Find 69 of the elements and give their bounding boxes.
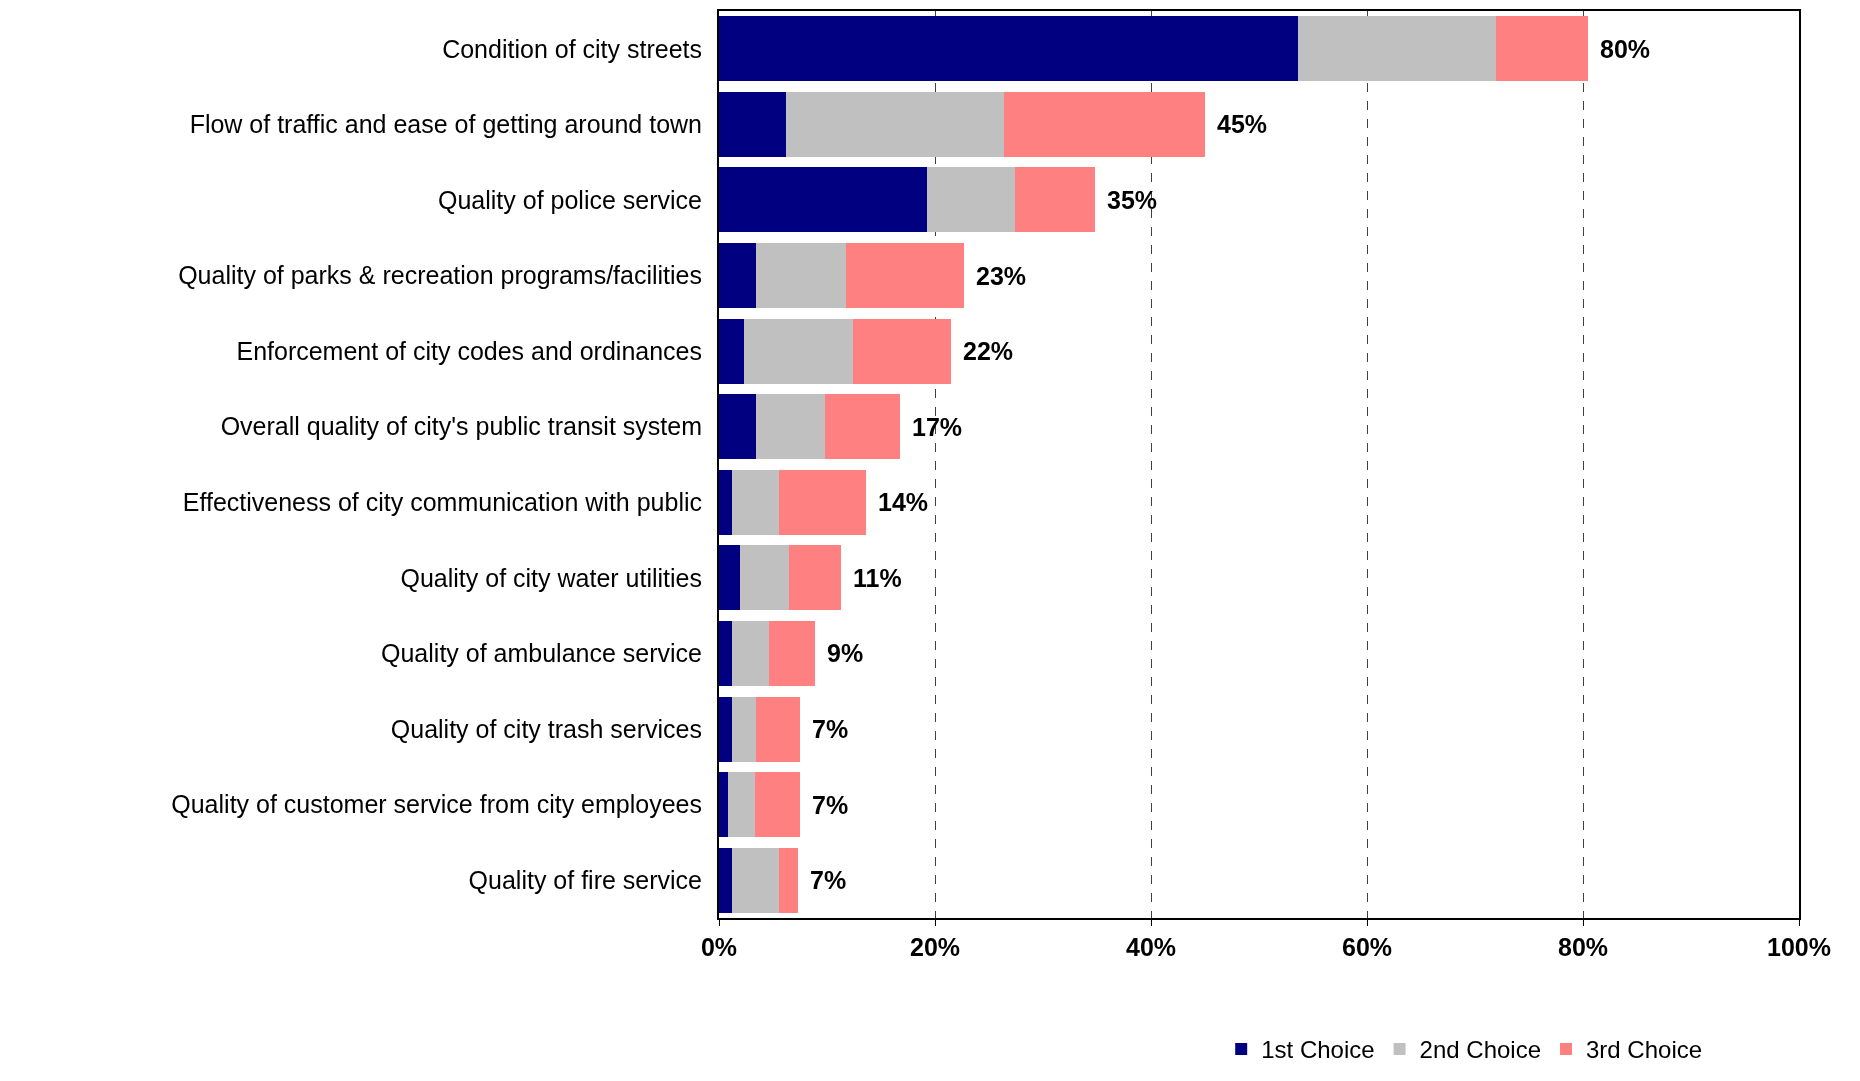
total-label: 9% bbox=[827, 639, 864, 667]
total-label: 45% bbox=[1217, 110, 1268, 138]
bar bbox=[719, 394, 756, 460]
bar bbox=[731, 847, 780, 913]
bar bbox=[768, 620, 816, 686]
y-tick-label: Enforcement of city codes and ordinances bbox=[236, 336, 702, 365]
bar bbox=[743, 318, 853, 384]
bar bbox=[779, 847, 798, 913]
bar bbox=[719, 847, 732, 913]
total-label: 7% bbox=[810, 866, 847, 894]
bar bbox=[727, 772, 755, 838]
bar bbox=[1014, 167, 1095, 233]
y-tick-label: Quality of parks & recreation programs/facilities bbox=[178, 261, 702, 290]
bar bbox=[731, 696, 756, 762]
y-tick-label: Quality of city water utilities bbox=[400, 563, 702, 592]
bar bbox=[731, 620, 769, 686]
bar bbox=[719, 696, 732, 762]
bar bbox=[731, 469, 780, 535]
total-label: 22% bbox=[963, 337, 1014, 365]
legend-label: 2nd Choice bbox=[1419, 1036, 1542, 1064]
x-tick-label: 80% bbox=[1557, 933, 1609, 961]
x-tick-label: 20% bbox=[909, 933, 961, 961]
y-tick-label: Effectiveness of city communication with public bbox=[182, 488, 702, 517]
bar bbox=[719, 620, 732, 686]
bar bbox=[755, 696, 800, 762]
y-tick-label: Quality of police service bbox=[437, 185, 702, 214]
total-label: 7% bbox=[812, 715, 849, 743]
bar bbox=[719, 91, 786, 157]
y-tick-label: Flow of traffic and ease of getting around town bbox=[189, 110, 702, 139]
y-tick-label: Overall quality of city's public transit system bbox=[220, 412, 702, 441]
y-tick-label: Quality of ambulance service bbox=[381, 639, 702, 668]
bar bbox=[789, 545, 842, 611]
bar bbox=[719, 318, 744, 384]
total-label: 23% bbox=[976, 262, 1027, 290]
x-tick-label: 40% bbox=[1125, 933, 1177, 961]
x-tick-label: 60% bbox=[1341, 933, 1393, 961]
y-tick-label: Quality of customer service from city employees bbox=[171, 790, 702, 819]
total-label: 7% bbox=[812, 791, 849, 819]
bar bbox=[785, 91, 1005, 157]
y-tick-label: Quality of fire service bbox=[468, 865, 702, 894]
total-label: 80% bbox=[1600, 35, 1651, 63]
bar bbox=[927, 167, 1015, 233]
bar bbox=[852, 318, 952, 384]
legend-label: 3rd Choice bbox=[1586, 1036, 1703, 1064]
total-label: 14% bbox=[878, 488, 929, 516]
bar bbox=[739, 545, 790, 611]
bar bbox=[719, 243, 756, 309]
y-tick-label: Quality of city trash services bbox=[390, 714, 702, 743]
bar bbox=[719, 469, 732, 535]
bar bbox=[824, 394, 901, 460]
bar bbox=[719, 545, 740, 611]
bar bbox=[719, 772, 728, 838]
bar bbox=[755, 243, 847, 309]
bar bbox=[1495, 16, 1589, 82]
bar bbox=[754, 772, 800, 838]
y-tick-label: Condition of city streets bbox=[442, 34, 702, 63]
bar bbox=[719, 16, 1298, 82]
x-tick-label: 100% bbox=[1767, 933, 1831, 961]
bar bbox=[846, 243, 965, 309]
bar bbox=[1004, 91, 1205, 157]
total-label: 11% bbox=[853, 564, 902, 592]
bar bbox=[755, 394, 825, 460]
bar bbox=[1297, 16, 1496, 82]
legend-label: 1st Choice bbox=[1261, 1036, 1375, 1064]
bar bbox=[779, 469, 866, 535]
x-tick-label: 0% bbox=[700, 933, 738, 961]
total-label: 35% bbox=[1107, 186, 1158, 214]
total-label: 17% bbox=[912, 413, 963, 441]
bar bbox=[719, 167, 928, 233]
